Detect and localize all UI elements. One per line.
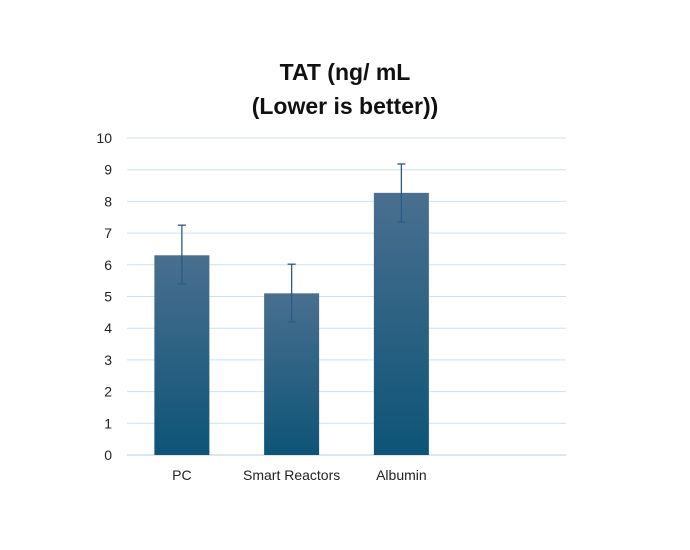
- y-tick-label: 4: [104, 320, 112, 336]
- y-tick-label: 2: [104, 384, 112, 400]
- y-tick-label: 9: [104, 162, 112, 178]
- error-bar: [287, 263, 296, 323]
- y-tick-label: 8: [104, 193, 112, 209]
- x-category-label: PC: [172, 467, 191, 483]
- error-bar: [177, 224, 186, 285]
- bars: [154, 163, 429, 455]
- y-tick-label: 1: [104, 415, 112, 431]
- labels: 0 1 2 3 4 5 6 7 8 9 10 PC Smart Reactors Albumin: [96, 130, 426, 483]
- error-bar: [397, 163, 406, 223]
- y-tick-label: 0: [104, 447, 112, 463]
- bar: [373, 192, 429, 455]
- chart-title-line-1: TAT (ng/ mL: [280, 59, 411, 85]
- y-tick-label: 5: [104, 289, 112, 305]
- y-tick-label: 3: [104, 352, 112, 368]
- y-tick-label: 10: [96, 130, 112, 146]
- x-category-label: Albumin: [376, 467, 427, 483]
- x-category-label: Smart Reactors: [243, 467, 340, 483]
- y-tick-label: 6: [104, 257, 112, 273]
- y-tick-label: 7: [104, 225, 112, 241]
- bar: [154, 255, 210, 455]
- chart-title-line-2: (Lower is better)): [252, 93, 439, 119]
